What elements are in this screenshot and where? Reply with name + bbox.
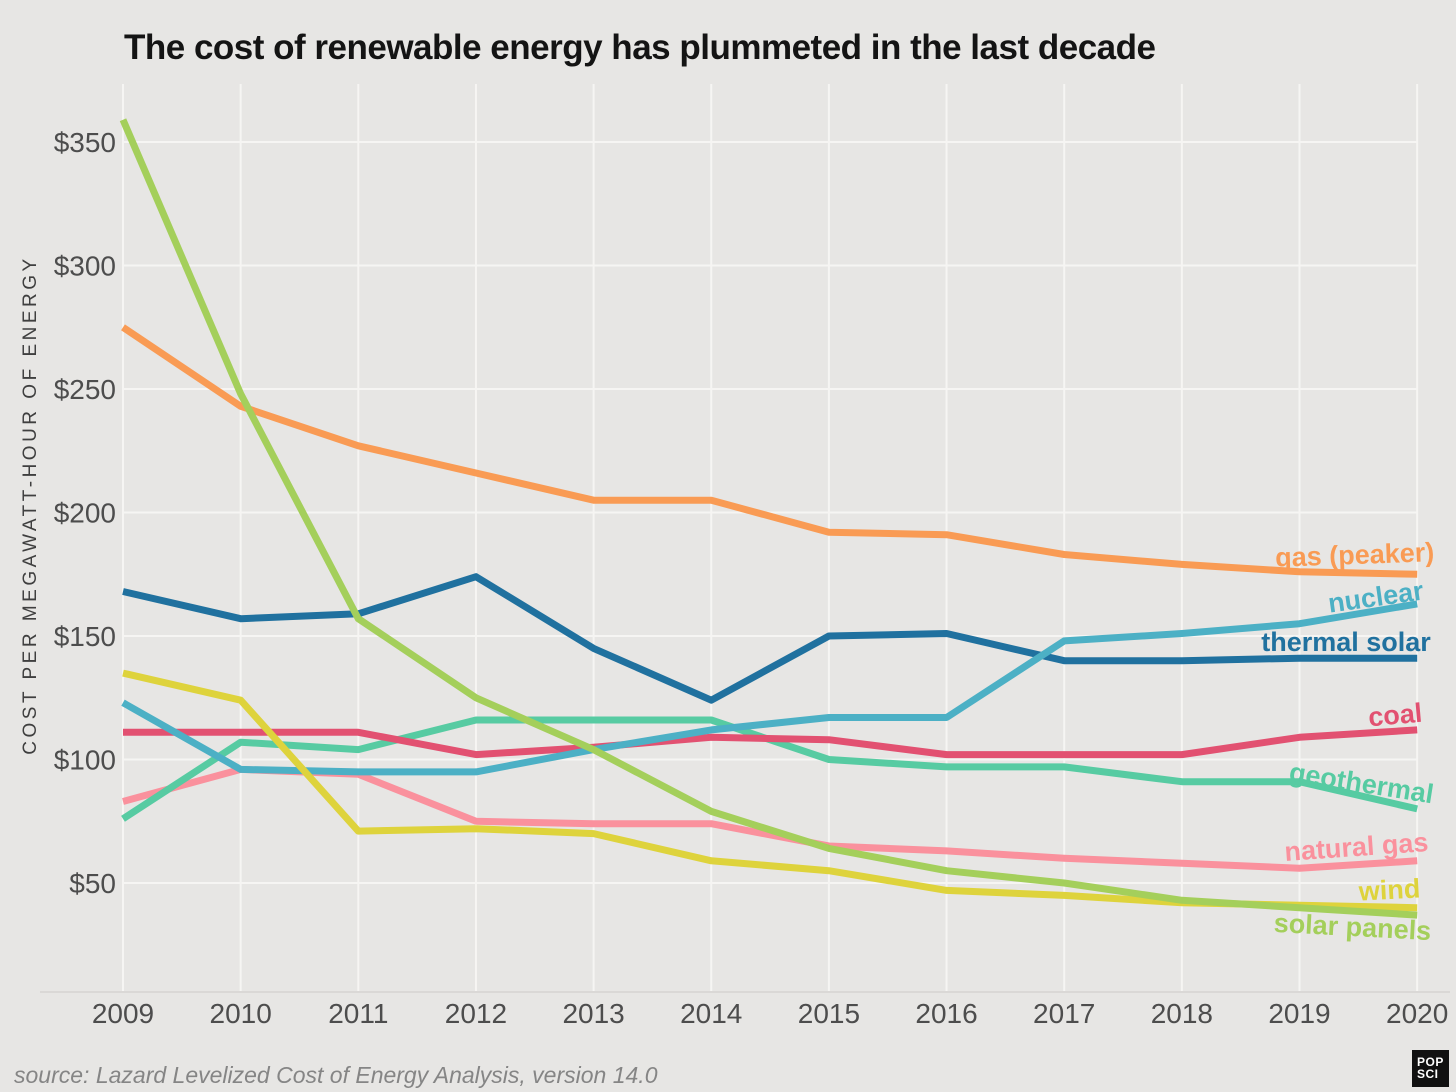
y-tick-label: $250: [54, 374, 116, 405]
series-line-solar-panels: [119, 118, 1418, 919]
x-tick-label: 2018: [1151, 998, 1213, 1029]
y-tick-label: $50: [69, 868, 116, 899]
x-tick-label: 2013: [562, 998, 624, 1029]
x-tick-label: 2020: [1386, 998, 1448, 1029]
popsci-logo: POP SCI: [1412, 1050, 1449, 1087]
series-line-thermal-solar: [122, 573, 1418, 704]
popsci-logo-line1: POP: [1417, 1055, 1444, 1069]
x-tick-label: 2016: [915, 998, 977, 1029]
y-tick-label: $350: [54, 127, 116, 158]
chart-title: The cost of renewable energy has plummet…: [124, 28, 1156, 67]
series-line-coal: [123, 726, 1418, 759]
x-tick-label: 2019: [1268, 998, 1330, 1029]
x-tick-label: 2014: [680, 998, 742, 1029]
series-label-nuclear: nuclear: [1326, 575, 1426, 618]
series-label-gas-peaker-: gas (peaker): [1275, 537, 1435, 573]
series-label-wind: wind: [1357, 873, 1421, 906]
y-tick-label: $300: [54, 251, 116, 282]
y-tick-label: $200: [54, 498, 116, 529]
series-label-geothermal: geothermal: [1287, 757, 1435, 809]
series-label-coal: coal: [1367, 698, 1423, 733]
y-tick-label: $150: [54, 621, 116, 652]
popsci-logo-line2: SCI: [1417, 1067, 1439, 1081]
x-tick-label: 2017: [1033, 998, 1095, 1029]
y-tick-label: $100: [54, 745, 116, 776]
series-line-gas-peaker-: [121, 324, 1418, 578]
series-line-wind: [122, 669, 1418, 912]
x-tick-label: 2009: [92, 998, 154, 1029]
x-tick-label: 2011: [328, 998, 388, 1029]
series-line-nuclear: [121, 600, 1418, 776]
source-attribution: source: Lazard Levelized Cost of Energy …: [14, 1062, 658, 1088]
x-tick-label: 2015: [798, 998, 860, 1029]
x-tick-label: 2012: [445, 998, 507, 1029]
x-tick-label: 2010: [210, 998, 272, 1029]
series-label-thermal-solar: thermal solar: [1261, 627, 1431, 657]
